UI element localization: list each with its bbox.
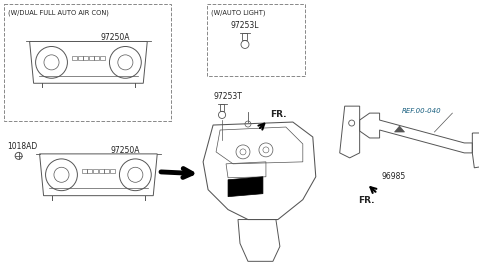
Polygon shape bbox=[395, 126, 405, 132]
Bar bbox=[78, 56, 83, 60]
Bar bbox=[242, 33, 248, 41]
Bar bbox=[110, 169, 115, 173]
Bar bbox=[83, 56, 88, 60]
Bar bbox=[207, 4, 305, 76]
Bar bbox=[93, 169, 98, 173]
Text: 96985: 96985 bbox=[382, 172, 406, 181]
Text: 97250A: 97250A bbox=[100, 33, 130, 42]
Bar bbox=[95, 56, 99, 60]
Bar bbox=[87, 169, 93, 173]
Polygon shape bbox=[228, 177, 263, 197]
Bar bbox=[89, 56, 94, 60]
Bar bbox=[72, 56, 77, 60]
Text: 97253T: 97253T bbox=[213, 92, 242, 101]
Bar bbox=[82, 169, 87, 173]
Bar bbox=[4, 4, 171, 121]
Text: (W/DUAL FULL AUTO AIR CON): (W/DUAL FULL AUTO AIR CON) bbox=[8, 10, 108, 16]
Text: FR.: FR. bbox=[358, 196, 374, 205]
Text: (W/AUTO LIGHT): (W/AUTO LIGHT) bbox=[211, 10, 265, 16]
Bar bbox=[99, 169, 104, 173]
Bar bbox=[220, 104, 224, 111]
Text: 1018AD: 1018AD bbox=[8, 142, 38, 151]
Bar bbox=[104, 169, 109, 173]
Text: 97250A: 97250A bbox=[110, 146, 140, 155]
Text: REF.00-040: REF.00-040 bbox=[402, 108, 441, 114]
Bar bbox=[100, 56, 105, 60]
Text: FR.: FR. bbox=[270, 110, 287, 119]
Text: 97253L: 97253L bbox=[231, 21, 259, 30]
